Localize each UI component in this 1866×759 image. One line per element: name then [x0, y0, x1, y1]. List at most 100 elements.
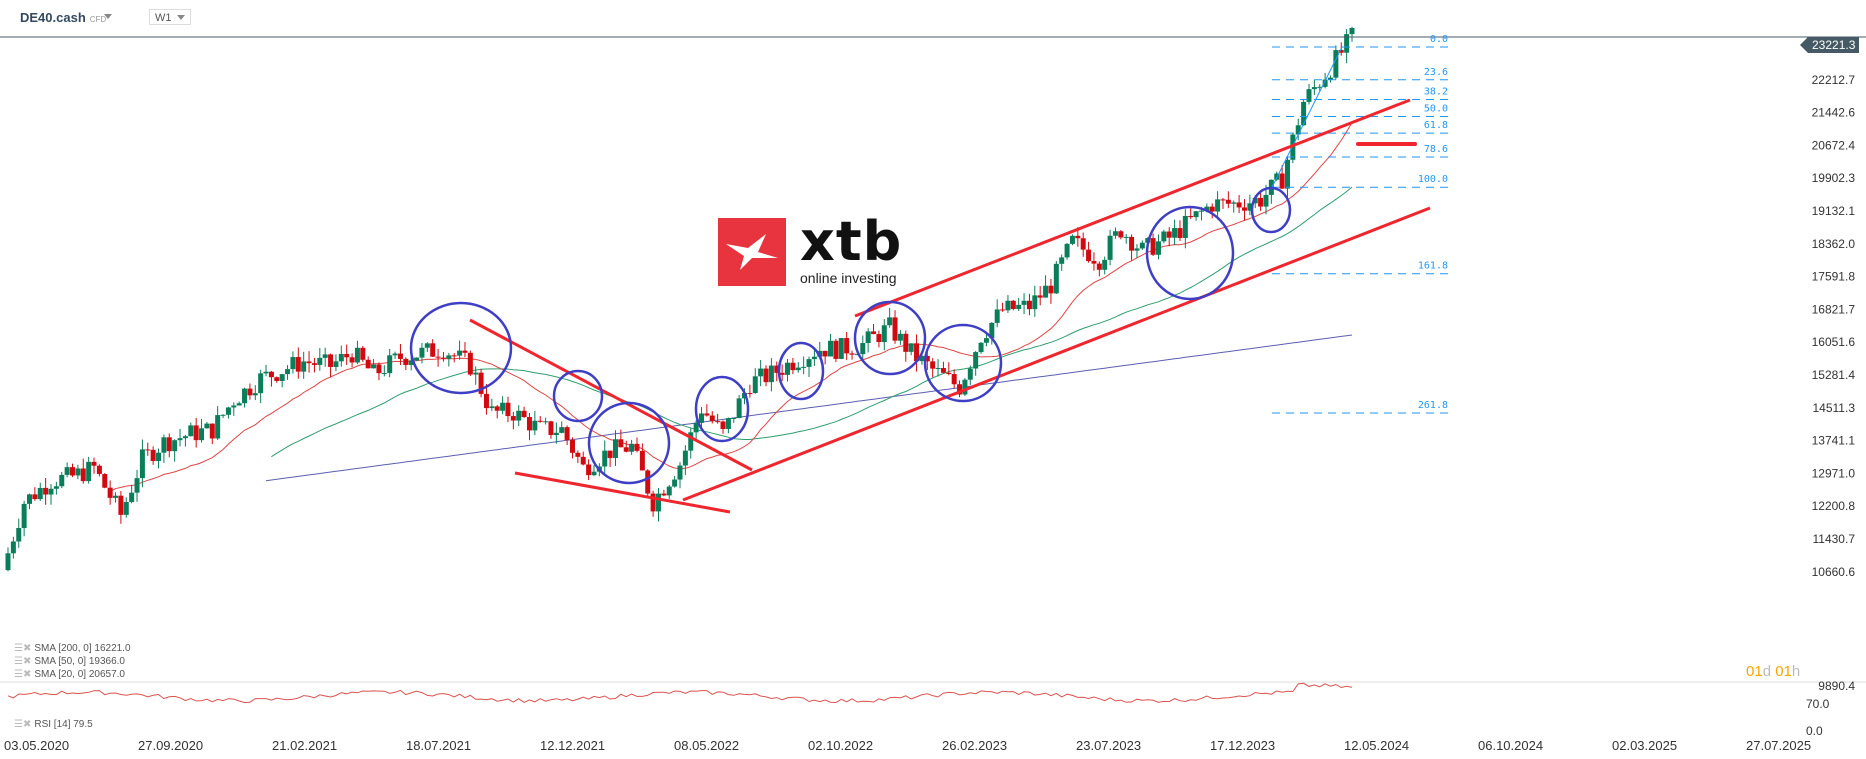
- candle: [322, 354, 328, 358]
- candle: [349, 357, 355, 363]
- settings-icon[interactable]: ☰✖: [14, 643, 32, 654]
- candle: [838, 338, 844, 359]
- candle: [91, 461, 97, 466]
- fib-level-label: 50.0: [1424, 104, 1448, 115]
- candle: [1069, 235, 1075, 244]
- indicator-legend-sma200[interactable]: ☰✖ SMA [200, 0] 16221.0: [14, 643, 131, 654]
- y-axis-label: 13741.1: [1812, 434, 1856, 448]
- indicator-legend-rsi[interactable]: ☰✖ RSI [14] 79.5: [14, 719, 93, 730]
- trendline[interactable]: [469, 318, 753, 472]
- candle: [935, 368, 941, 370]
- candle: [371, 364, 377, 369]
- candle: [1333, 50, 1339, 78]
- candle: [1311, 87, 1317, 90]
- candle: [209, 423, 215, 439]
- candle: [591, 471, 597, 476]
- candle: [1155, 241, 1161, 255]
- highlight-circle[interactable]: [409, 301, 513, 395]
- timeframe-dropdown[interactable]: W1: [149, 9, 191, 25]
- candle: [957, 384, 963, 395]
- candle: [822, 350, 828, 357]
- trendline[interactable]: [514, 471, 731, 514]
- candle: [1344, 34, 1350, 53]
- highlight-circle[interactable]: [1145, 205, 1235, 301]
- candle: [1225, 199, 1231, 204]
- highlight-circle[interactable]: [923, 323, 1003, 403]
- candle: [424, 343, 430, 348]
- candle: [102, 474, 108, 488]
- chevron-down-icon[interactable]: [104, 14, 112, 19]
- candle: [553, 432, 559, 436]
- candle: [1118, 231, 1124, 238]
- chart-toolbar: DE40.cash CFD W1: [0, 0, 1866, 37]
- candle: [521, 410, 527, 418]
- candle: [720, 421, 726, 429]
- candle: [397, 353, 403, 359]
- candle: [1096, 263, 1102, 270]
- x-axis-label: 23.07.2023: [1076, 738, 1141, 753]
- indicator-legend-sma20[interactable]: ☰✖ SMA [20, 0] 20657.0: [14, 669, 125, 680]
- candle: [1112, 231, 1118, 236]
- fib-level-label: 61.8: [1424, 120, 1448, 131]
- candle: [747, 393, 753, 395]
- indicator-legend-sma50[interactable]: ☰✖ SMA [50, 0] 19366.0: [14, 656, 125, 667]
- candle: [1193, 211, 1199, 218]
- highlight-circle[interactable]: [552, 369, 604, 423]
- symbol-selector[interactable]: DE40.cash CFD: [20, 10, 106, 25]
- candle: [161, 437, 167, 453]
- candle: [268, 371, 274, 378]
- candle: [779, 372, 785, 375]
- candle: [1037, 295, 1043, 298]
- highlight-circle[interactable]: [853, 300, 927, 376]
- candle: [752, 376, 758, 394]
- candle: [1086, 249, 1092, 262]
- y-axis-label: 20672.4: [1812, 138, 1856, 152]
- fib-level-label: 100.0: [1418, 174, 1448, 185]
- candle: [462, 350, 468, 353]
- x-axis-label: 06.10.2024: [1478, 738, 1543, 753]
- candle: [199, 428, 205, 441]
- candle: [392, 353, 398, 356]
- candle: [1279, 173, 1285, 189]
- settings-icon[interactable]: ☰✖: [14, 719, 32, 730]
- highlight-circle[interactable]: [694, 375, 750, 443]
- candle: [1317, 86, 1323, 88]
- candle: [1048, 285, 1054, 294]
- candle: [139, 449, 145, 479]
- candle: [946, 372, 952, 375]
- x-axis-label: 26.02.2023: [942, 738, 1007, 753]
- candle: [242, 388, 248, 404]
- trendline[interactable]: [682, 206, 1431, 502]
- settings-icon[interactable]: ☰✖: [14, 656, 32, 667]
- candle: [1166, 231, 1172, 238]
- candle: [258, 373, 264, 394]
- candle: [537, 420, 543, 422]
- candle: [785, 362, 791, 375]
- y-axis-label: 17591.8: [1812, 270, 1856, 284]
- candle: [1306, 89, 1312, 102]
- candle: [1327, 77, 1333, 80]
- highlight-circle[interactable]: [1250, 186, 1292, 234]
- candle: [699, 413, 705, 423]
- candle: [1338, 50, 1344, 53]
- candle: [661, 493, 667, 496]
- candle: [709, 415, 715, 422]
- x-axis-label: 18.07.2021: [406, 738, 471, 753]
- candle: [612, 439, 618, 458]
- candle: [715, 421, 721, 423]
- highlight-circle[interactable]: [587, 401, 671, 485]
- x-axis-label: 12.12.2021: [540, 738, 605, 753]
- highlight-circle[interactable]: [777, 341, 825, 401]
- candle: [967, 368, 973, 380]
- candle: [978, 342, 984, 353]
- x-axis-label: 17.12.2023: [1210, 738, 1275, 753]
- trendline[interactable]: [854, 98, 1411, 318]
- settings-icon[interactable]: ☰✖: [14, 669, 32, 680]
- candle: [473, 372, 479, 375]
- candle: [1220, 199, 1226, 201]
- candle: [672, 479, 678, 487]
- y-axis-label: 16821.7: [1812, 302, 1856, 316]
- candle: [881, 325, 887, 343]
- candle: [225, 407, 231, 415]
